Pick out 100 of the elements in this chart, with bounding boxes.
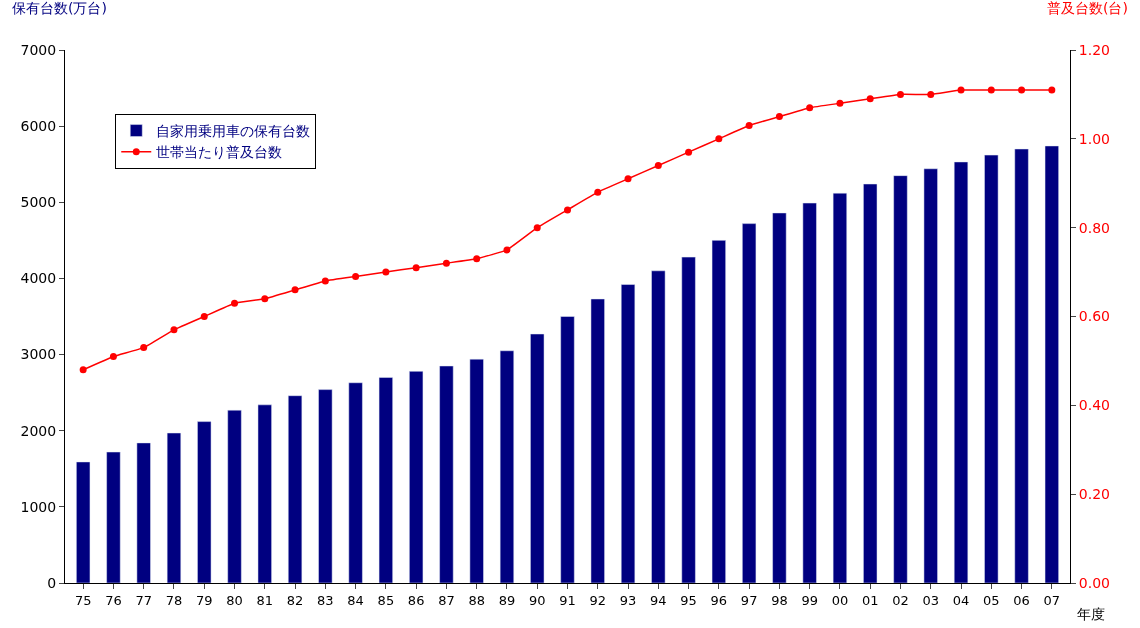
y2-tick-label: 1.20 — [1078, 41, 1110, 58]
x-tick-label: 02 — [892, 592, 909, 608]
y-tick-label: 7000 — [20, 41, 57, 58]
x-tick-label: 94 — [650, 592, 667, 608]
bar — [499, 350, 515, 583]
bar — [439, 365, 454, 583]
x-tick-label: 00 — [831, 592, 849, 608]
bar — [378, 377, 393, 583]
x-tick-label: 03 — [922, 592, 940, 608]
x-tick-label: 90 — [528, 592, 546, 608]
point — [170, 326, 178, 334]
y-axis-title: 保有台数(万台) — [12, 0, 107, 16]
x-tick-label: 89 — [498, 592, 516, 608]
x-tick-label: 96 — [710, 592, 728, 608]
point — [685, 148, 693, 156]
y2-tick-label: 0.20 — [1078, 486, 1110, 503]
y2-tick-label: 0.40 — [1078, 397, 1110, 414]
x-tick-label: 86 — [407, 592, 425, 608]
y2-axis-title: 普及台数(台) — [1047, 0, 1128, 16]
bar — [106, 451, 121, 583]
point — [866, 95, 874, 103]
bar — [742, 223, 757, 583]
bar — [348, 382, 363, 583]
point — [1048, 86, 1056, 94]
point — [564, 206, 571, 214]
bar — [257, 404, 272, 583]
bar — [560, 316, 575, 583]
bar — [984, 154, 999, 583]
bar — [590, 298, 605, 583]
legend-label: 世帯当たり普及台数 — [156, 144, 283, 161]
x-tick-label: 76 — [105, 592, 122, 608]
x-tick-label: 75 — [74, 592, 92, 608]
point — [957, 86, 965, 94]
point — [987, 86, 995, 94]
point — [412, 264, 420, 272]
bar — [1044, 145, 1059, 583]
point — [594, 188, 602, 196]
y-tick-label: 2000 — [20, 422, 57, 439]
bar — [530, 333, 545, 583]
point — [775, 113, 783, 121]
bar — [76, 461, 91, 583]
point — [291, 286, 299, 294]
point — [200, 313, 208, 320]
x-tick-label: 01 — [861, 592, 879, 608]
point — [745, 122, 753, 130]
y-tick-label: 4000 — [20, 270, 57, 287]
y-tick-label: 3000 — [20, 346, 57, 363]
point — [352, 273, 360, 281]
x-tick-label: 79 — [195, 592, 213, 608]
point — [836, 99, 844, 107]
y-tick-label: 5000 — [20, 194, 57, 211]
bar — [802, 202, 817, 583]
bar — [711, 240, 726, 583]
x-tick-label: 06 — [1013, 592, 1030, 608]
point — [473, 255, 481, 263]
point — [442, 259, 450, 267]
bar — [409, 371, 424, 583]
point — [624, 175, 632, 183]
y2-tick-label: 1.00 — [1078, 130, 1110, 147]
bar — [893, 175, 908, 583]
point — [806, 104, 814, 112]
x-tick-label: 77 — [135, 592, 152, 608]
point — [1018, 86, 1026, 94]
x-tick-label: 88 — [468, 592, 485, 608]
point — [79, 366, 87, 374]
bar — [832, 192, 847, 583]
bar — [651, 270, 666, 583]
point — [140, 344, 148, 352]
bar — [197, 421, 212, 583]
x-tick-label: 97 — [740, 592, 758, 608]
x-tick-label: 92 — [589, 592, 607, 608]
x-tick-label: 85 — [377, 592, 395, 608]
bar — [469, 358, 484, 583]
point — [533, 224, 541, 232]
bar — [136, 442, 151, 583]
point — [927, 90, 935, 98]
x-tick-label: 78 — [165, 592, 183, 608]
point — [109, 352, 117, 360]
point — [503, 246, 511, 254]
point — [321, 277, 329, 285]
x-tick-label: 99 — [801, 592, 818, 608]
point — [231, 299, 239, 307]
bar — [288, 395, 303, 583]
point — [382, 268, 390, 276]
bar — [863, 183, 878, 583]
bar — [1014, 148, 1029, 583]
x-tick-label: 04 — [952, 592, 970, 608]
y-tick-label: 1000 — [20, 498, 57, 515]
point — [654, 161, 662, 169]
y2-tick-label: 0.00 — [1078, 574, 1110, 591]
x-tick-label: 95 — [680, 592, 697, 608]
x-tick-label: 83 — [317, 592, 334, 608]
point — [715, 135, 723, 143]
bar — [227, 409, 242, 583]
legend-label: 自家用乗用車の保有台数 — [156, 123, 311, 140]
bar — [318, 389, 333, 583]
x-tick-label: 93 — [619, 592, 637, 608]
point — [896, 90, 904, 98]
x-axis-title: 年度 — [1077, 606, 1105, 622]
bar — [620, 284, 636, 583]
